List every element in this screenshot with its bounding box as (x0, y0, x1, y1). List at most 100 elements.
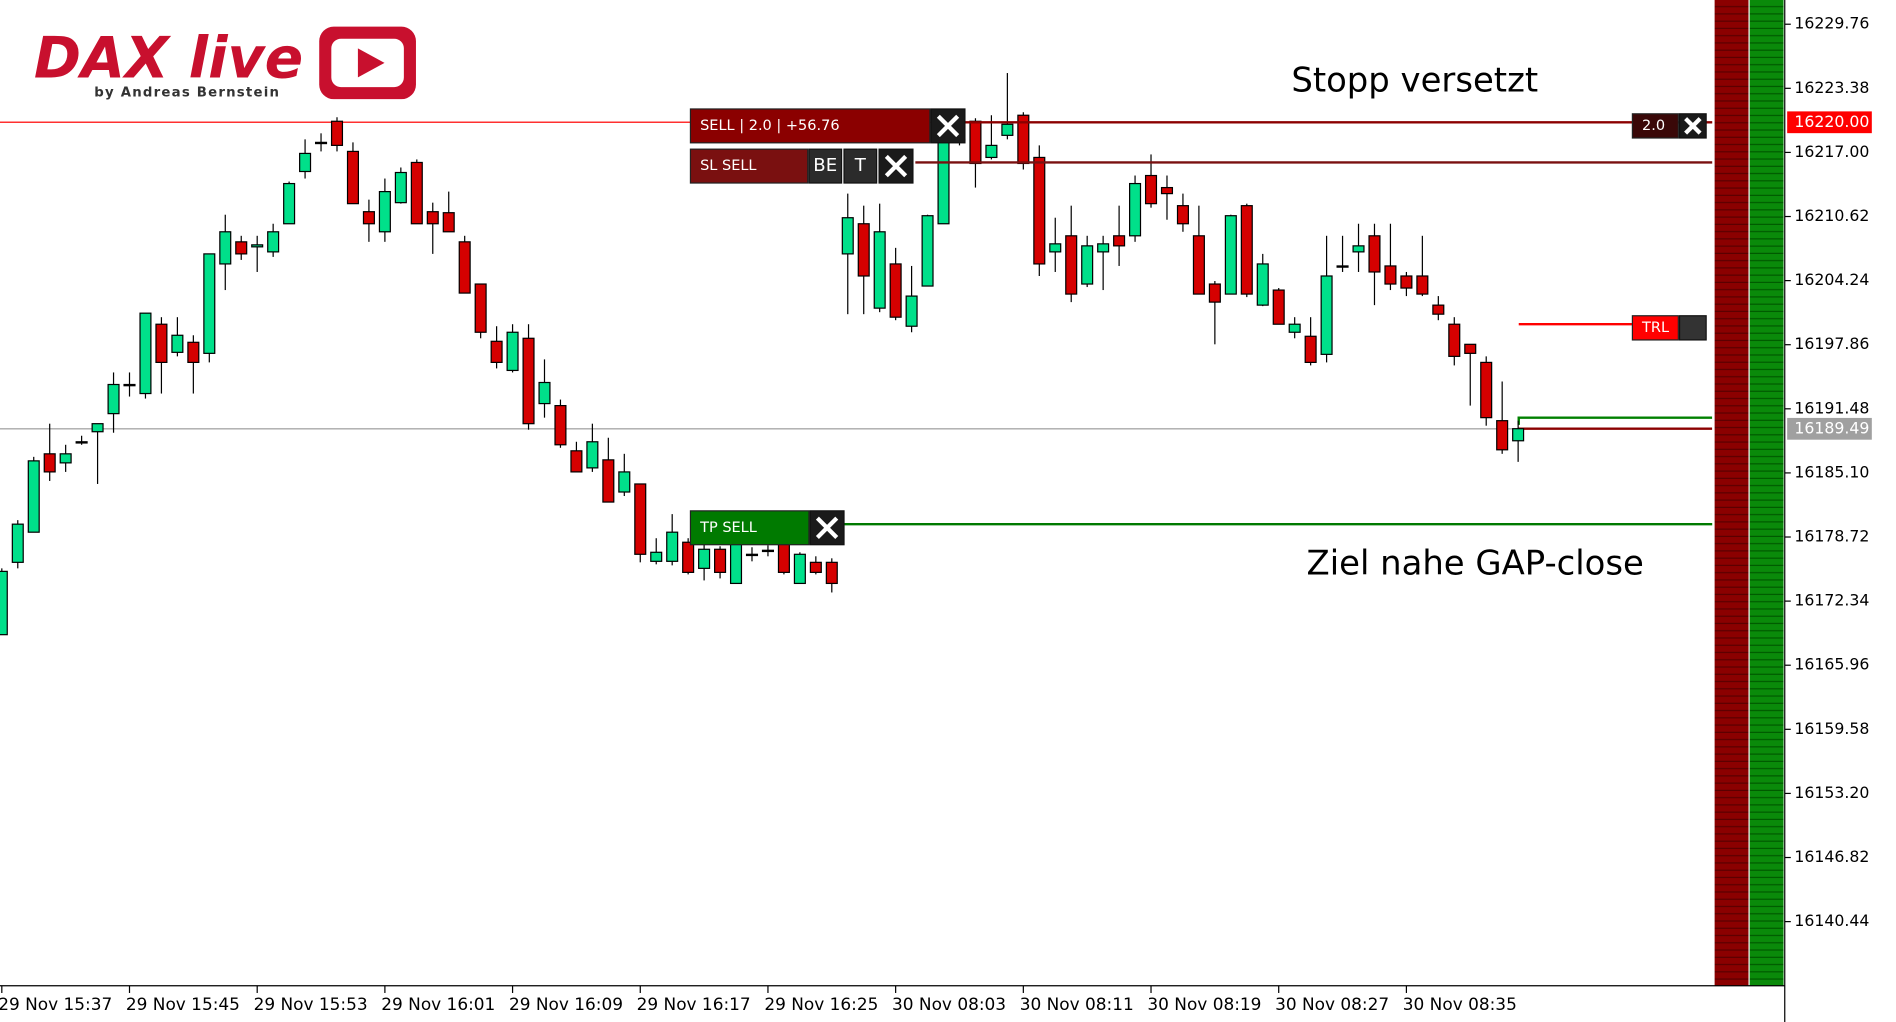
y-tick-label: 16146.82 (1794, 847, 1869, 866)
order-panels: SELL | 2.0 | +56.76 SL SELL BE T TP SELL 2.0 T… (689, 108, 1713, 546)
candle-body (921, 215, 934, 287)
price-tag-label: 16220.00 (1794, 112, 1869, 131)
candle-body (27, 460, 40, 533)
candle-body (107, 383, 120, 415)
candle-body (299, 152, 312, 173)
y-tick-label: 16210.62 (1794, 206, 1869, 225)
candles (0, 73, 1525, 636)
candle-body (809, 561, 822, 573)
y-tick-label: 16185.10 (1794, 462, 1869, 481)
candle-body (538, 381, 551, 405)
candle-body (346, 150, 360, 205)
order-button[interactable] (808, 148, 843, 184)
x-tick-label: 30 Nov 08:35 (1403, 994, 1517, 1014)
candle-body (618, 471, 631, 493)
candle-body (570, 450, 583, 473)
candle-body (1256, 263, 1269, 306)
x-tick-label: 29 Nov 16:01 (381, 994, 495, 1014)
y-tick-label: 16165.96 (1794, 655, 1869, 674)
candle-body (1272, 289, 1285, 325)
candle-body (602, 459, 615, 503)
x-tick-label: 30 Nov 08:19 (1147, 994, 1261, 1014)
x-tick-label: 29 Nov 15:53 (254, 994, 368, 1014)
candle-body (235, 241, 248, 255)
candle-body (745, 553, 759, 557)
close-icon (815, 516, 839, 539)
y-tick-label: 16223.38 (1794, 78, 1869, 97)
candle-body (1496, 420, 1509, 451)
y-tick-label: 16159.58 (1794, 719, 1869, 738)
y-tick-label: 16217.00 (1794, 142, 1869, 161)
close-icon (1684, 117, 1702, 135)
price-tag-label: 16189.49 (1794, 418, 1869, 437)
order-label: TRL (1641, 320, 1669, 336)
candle-body (825, 561, 838, 585)
candle-body (777, 543, 790, 573)
candle-body (1352, 245, 1365, 253)
candle-body (857, 223, 870, 277)
candle-body (1033, 156, 1046, 265)
order-label: 2.0 (1642, 118, 1665, 134)
candle-body (1176, 205, 1189, 225)
order-button-label[interactable]: BE (813, 155, 837, 176)
order-label: SL SELL (700, 158, 756, 174)
candle-body (714, 548, 727, 573)
candle-body (155, 323, 168, 364)
candle-body (969, 120, 982, 165)
order-label-box (689, 148, 809, 184)
candle-body (43, 453, 56, 473)
logo-title: DAX live (34, 25, 303, 91)
candle-body (1001, 123, 1014, 136)
candle-body (650, 551, 663, 562)
candle-body (378, 190, 391, 233)
x-tick-label: 30 Nov 08:27 (1275, 994, 1389, 1014)
candle-body (1208, 283, 1221, 303)
candle-body (59, 453, 72, 464)
candle-body (889, 263, 902, 318)
order-button[interactable] (843, 148, 878, 184)
candle-body (729, 543, 743, 585)
order-label-box (689, 108, 931, 144)
candle-body (1448, 323, 1461, 357)
order-tag-end (1678, 315, 1707, 341)
candle-body (171, 334, 184, 353)
logo: DAX live by Andreas Bernstein (34, 25, 416, 101)
candle-body (203, 253, 216, 354)
order-button-label[interactable]: T (854, 155, 867, 176)
y-tick-label: 16153.20 (1794, 783, 1869, 802)
candle-body (1320, 275, 1333, 355)
candle-body (251, 244, 264, 248)
y-tick-label: 16140.44 (1794, 911, 1869, 930)
close-icon (936, 114, 960, 138)
candle-body (0, 570, 8, 636)
x-tick-label: 29 Nov 15:37 (0, 994, 112, 1014)
axes: 16229.76 16223.38 16217.00 16210.62 16204.24… (0, 14, 1872, 1014)
candle-body (1464, 343, 1477, 354)
candle-body (1129, 182, 1142, 237)
annotation: Stopp versetzt (1291, 61, 1538, 100)
candle-body (1432, 304, 1445, 315)
price-tag (1787, 417, 1872, 440)
candle-body (985, 144, 998, 159)
order-label-box (1631, 315, 1679, 341)
candle-body (666, 531, 679, 562)
order-label-box (689, 510, 810, 546)
candle-body (1512, 428, 1525, 442)
candle-body (793, 553, 806, 585)
annotation: Ziel nahe GAP-close (1307, 543, 1644, 582)
candle-body (841, 217, 854, 255)
y-tick-label: 16229.76 (1794, 14, 1869, 33)
signal-bar-red (1714, 0, 1749, 986)
candle-body (187, 341, 200, 364)
order-label: SELL | 2.0 | +56.76 (700, 118, 839, 134)
close-button[interactable] (930, 108, 966, 144)
candle-body (283, 182, 296, 225)
candle-body (330, 120, 344, 146)
candle-body (905, 295, 918, 327)
candle-body (474, 283, 487, 333)
candle-body (1304, 335, 1317, 364)
candle-body (1065, 235, 1078, 295)
